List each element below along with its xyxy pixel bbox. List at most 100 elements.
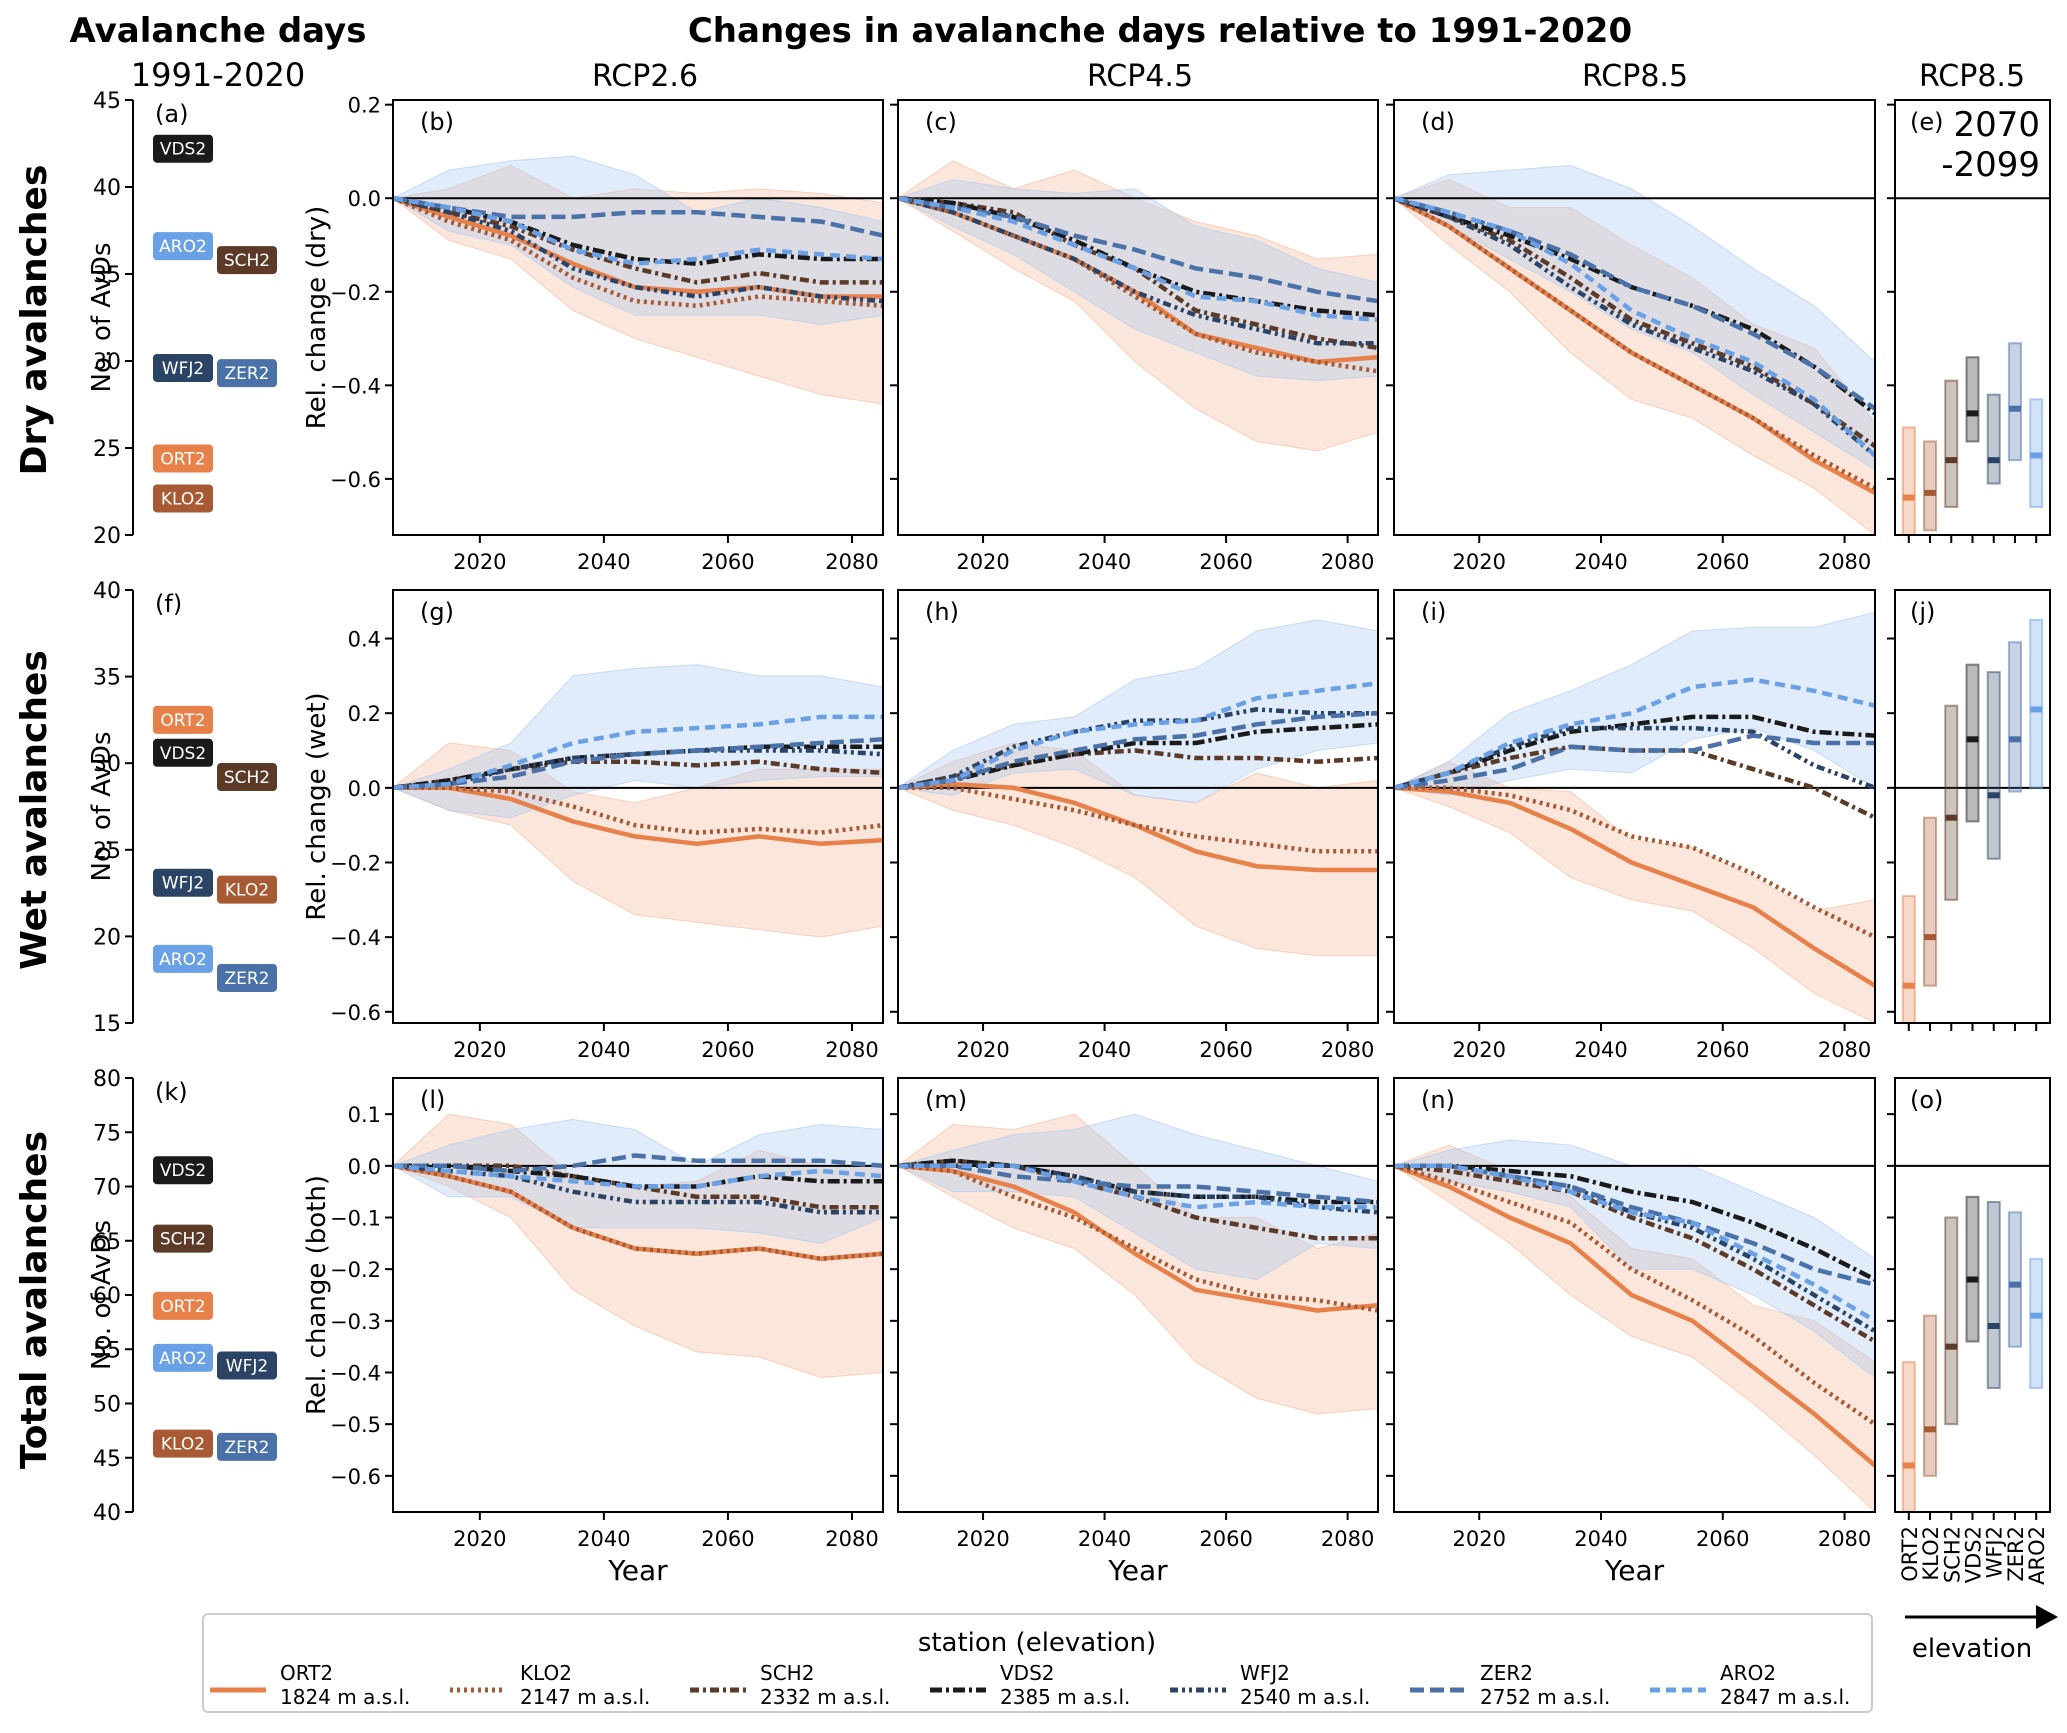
x-tick-label: ORT2 [1898, 1526, 1922, 1582]
median-marker-vds2 [1966, 736, 1979, 743]
x-tick-label: WFJ2 [1983, 1526, 2007, 1578]
y-tick-label: 80 [93, 1067, 121, 1092]
y-tick-label: 0.0 [348, 187, 381, 211]
y-tick-label: 0.2 [348, 94, 381, 118]
badge-label: SCH2 [160, 1230, 206, 1250]
plot-area [393, 664, 883, 938]
badge-background [153, 1343, 213, 1372]
series-line-klo2 [898, 785, 1378, 854]
series-line-ort2 [393, 196, 883, 299]
x-tick-label: 2080 [825, 550, 878, 574]
panel-label: (o) [1910, 1086, 1943, 1114]
series-line-aro2 [393, 714, 883, 791]
x-tick-label: 2040 [1574, 550, 1627, 574]
series-line-sch2 [393, 759, 883, 791]
legend-title: station (elevation) [918, 1628, 1156, 1658]
series-line-wfj2 [393, 196, 883, 304]
series-line-wfj2 [1394, 1163, 1875, 1334]
median-marker-wfj2 [1987, 792, 2000, 799]
range-bar-ort2 [1901, 895, 1916, 1023]
plot-area [393, 155, 883, 405]
column-title-rcp85-period: RCP8.5 [1919, 59, 2025, 94]
range-bar-sch2 [1944, 379, 1959, 508]
plot-frame [392, 1077, 884, 1513]
left-header-title: Avalanche days [70, 11, 367, 51]
median-marker-sch2 [1945, 1343, 1958, 1350]
series-line-klo2 [898, 1163, 1378, 1313]
panel-label: (j) [1910, 598, 1935, 626]
range-bar-wfj2 [1986, 393, 2001, 485]
y-tick-label: 20 [93, 524, 121, 549]
legend-station-name: ZER2 [1480, 1661, 1533, 1685]
panel-e: (e) 2070-2099 [1887, 99, 2051, 543]
plot-frame [392, 99, 884, 536]
plot-frame [392, 589, 884, 1024]
x-tick-label: 2060 [1696, 550, 1749, 574]
y-tick-label: −0.2 [330, 851, 381, 875]
series-line-aro2 [898, 195, 1378, 323]
plot-area [1895, 197, 2050, 535]
badge-background [153, 868, 213, 897]
badge-background [217, 1432, 277, 1461]
x-tick-label: 2040 [577, 1527, 630, 1551]
x-tick-label: 2060 [1696, 1527, 1749, 1551]
x-tick-label: 2020 [956, 1527, 1009, 1551]
badge-background [153, 353, 213, 382]
y-tick-label: −0.3 [330, 1310, 381, 1334]
station-badge: ARO2 [153, 944, 213, 973]
range-bar-wfj2 [1986, 1201, 2001, 1389]
station-badge: ZER2 [217, 359, 277, 388]
x-tick-label: 2080 [1321, 1038, 1374, 1062]
panel-label: (i) [1421, 598, 1446, 626]
panel-label: (g) [420, 598, 454, 626]
plot-frame [1393, 589, 1876, 1024]
median-marker-ort2 [1902, 1462, 1915, 1469]
y-tick-label: 30 [93, 752, 121, 777]
badge-label: SCH2 [224, 251, 270, 271]
badge-label: WFJ2 [226, 1357, 268, 1377]
panel-n: 2020 2040 2060 2080 (n) Year [1386, 1077, 1876, 1587]
x-tick-label: 2080 [825, 1038, 878, 1062]
station-badge: KLO2 [153, 484, 213, 513]
x-tick-label: 2060 [701, 1527, 754, 1551]
median-marker-klo2 [1924, 1426, 1937, 1433]
badge-label: KLO2 [161, 489, 205, 509]
series-line-klo2 [1394, 785, 1875, 940]
x-tick-label: 2040 [577, 550, 630, 574]
range-bar-vds2 [1965, 356, 1980, 443]
plot-area [1394, 611, 1875, 1023]
plot-area [898, 160, 1378, 452]
x-tick-label: 2020 [453, 1038, 506, 1062]
legend-station-elevation: 2752 m a.s.l. [1480, 1685, 1610, 1709]
panel-f: 15 20 25 30 35 40 (f) No. of AvDs ORT2 VDS2 SCH2 WF… [87, 579, 277, 1037]
y-tick-label: 35 [93, 263, 121, 288]
y-tick-label: 45 [93, 1447, 121, 1472]
x-tick-label: 2040 [1078, 1038, 1131, 1062]
median-marker-klo2 [1924, 934, 1937, 941]
series-line-vds2 [393, 195, 883, 266]
y-tick-label: 75 [93, 1121, 121, 1146]
median-marker-aro2 [2030, 1312, 2043, 1319]
x-tick-label: 2080 [1321, 1527, 1374, 1551]
panel-label: (n) [1421, 1086, 1455, 1114]
x-tick-label: 2040 [1078, 550, 1131, 574]
x-tick-label: 2020 [453, 550, 506, 574]
range-bar-sch2 [1944, 1216, 1959, 1426]
uncertainty-band-high-elev [1394, 164, 1875, 471]
panel-label: (l) [420, 1086, 445, 1114]
x-axis-label: Year [1604, 1554, 1665, 1587]
x-tick-label: 2040 [1574, 1527, 1627, 1551]
series-line-vds2 [393, 744, 883, 791]
y-tick-label: 40 [93, 1501, 121, 1526]
panel-g: −0.6 −0.4 −0.2 0.0 0.2 0.4 2020 2040 2060 2080 (g)… [302, 589, 884, 1062]
x-tick-label: KLO2 [1919, 1526, 1943, 1581]
x-tick-label: 2080 [1818, 1527, 1871, 1551]
y-tick-label: 25 [93, 437, 121, 462]
range-bar-aro2 [2029, 1257, 2044, 1390]
series-line-ort2 [393, 785, 883, 847]
y-axis-label: Rel. change (wet) [302, 692, 332, 920]
x-tick-label: VDS2 [1962, 1526, 1986, 1583]
legend-station-elevation: 2385 m a.s.l. [1000, 1685, 1130, 1709]
